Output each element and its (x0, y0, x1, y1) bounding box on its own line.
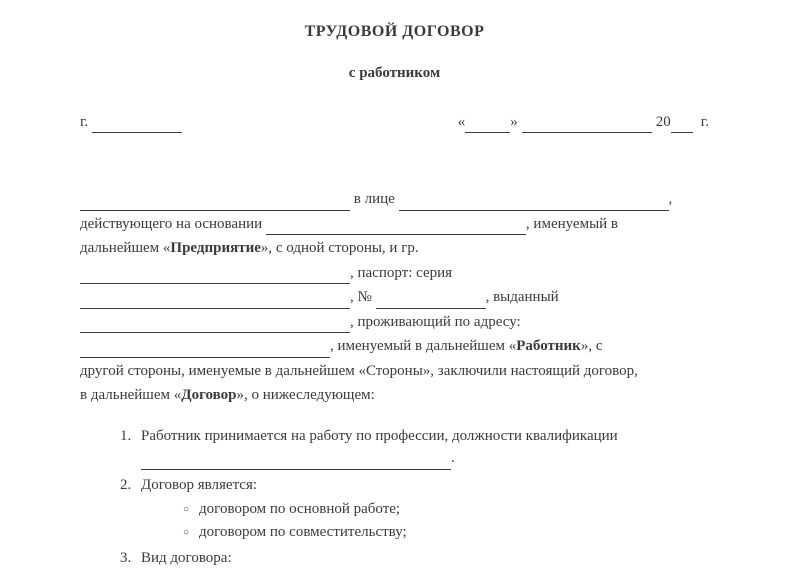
year-blank[interactable] (671, 118, 693, 133)
text-with: », с (581, 338, 603, 354)
clause-1-text: Работник принимается на работу по профес… (141, 428, 618, 444)
org-blank[interactable] (80, 196, 350, 211)
month-blank[interactable] (522, 118, 652, 133)
date-field: « » 20 г. (458, 111, 709, 134)
comma-1: , (669, 191, 673, 207)
date-row: г. « » 20 г. (80, 111, 709, 134)
text-parties: другой стороны, именуемые в дальнейшем «… (80, 360, 709, 383)
text-hereafter3: в дальнейшем « (80, 387, 181, 403)
document-title: ТРУДОВОЙ ДОГОВОР (80, 20, 709, 44)
text-inface: в лице (350, 191, 399, 207)
document-subtitle: с работником (80, 62, 709, 85)
term-worker: Работник (516, 338, 581, 354)
text-basis: действующего на основании (80, 216, 266, 232)
clauses-list: Работник принимается на работу по профес… (80, 425, 709, 570)
text-issued: , выданный (486, 289, 559, 305)
city-blank[interactable] (92, 118, 182, 133)
clause-2-sub1: договором по основной работе; (183, 498, 709, 521)
city-prefix: г. (80, 111, 88, 134)
year-suffix: г. (701, 111, 709, 134)
text-oneside: », с одной стороны, и гр. (261, 240, 419, 256)
person-blank[interactable] (399, 196, 669, 211)
clause-1-period: . (451, 450, 455, 466)
text-hereafter: дальнейшем « (80, 240, 170, 256)
issued-by-blank[interactable] (80, 318, 350, 333)
text-following: », о нижеследующем: (236, 387, 374, 403)
text-address: , проживающий по адресу: (350, 314, 521, 330)
basis-blank[interactable] (266, 220, 526, 235)
citizen-blank[interactable] (80, 269, 350, 284)
clause-3-text: Вид договора: (141, 550, 232, 566)
day-blank[interactable] (465, 118, 510, 133)
clause-3: Вид договора: (135, 547, 709, 570)
preamble: в лице , действующего на основании , име… (80, 188, 709, 407)
clause-1: Работник принимается на работу по профес… (135, 425, 709, 470)
text-passport: , паспорт: серия (350, 265, 452, 281)
position-blank[interactable] (141, 455, 451, 470)
term-enterprise: Предприятие (170, 240, 260, 256)
quote-close: » (510, 111, 518, 134)
term-contract: Договор (181, 387, 236, 403)
clause-2-sub2: договором по совместительству; (183, 521, 709, 544)
clause-2-text: Договор является: (141, 477, 257, 493)
quote-open: « (458, 111, 466, 134)
year-prefix: 20 (656, 111, 671, 134)
text-hereafter2: , именуемый в дальнейшем « (330, 338, 516, 354)
clause-2: Договор является: договором по основной … (135, 474, 709, 544)
series-blank[interactable] (80, 294, 350, 309)
clause-2-sublist: договором по основной работе; договором … (141, 498, 709, 543)
text-named: , именуемый в (526, 216, 618, 232)
text-number: , № (350, 289, 376, 305)
address-blank[interactable] (80, 343, 330, 358)
city-field: г. (80, 111, 182, 134)
number-blank[interactable] (376, 294, 486, 309)
